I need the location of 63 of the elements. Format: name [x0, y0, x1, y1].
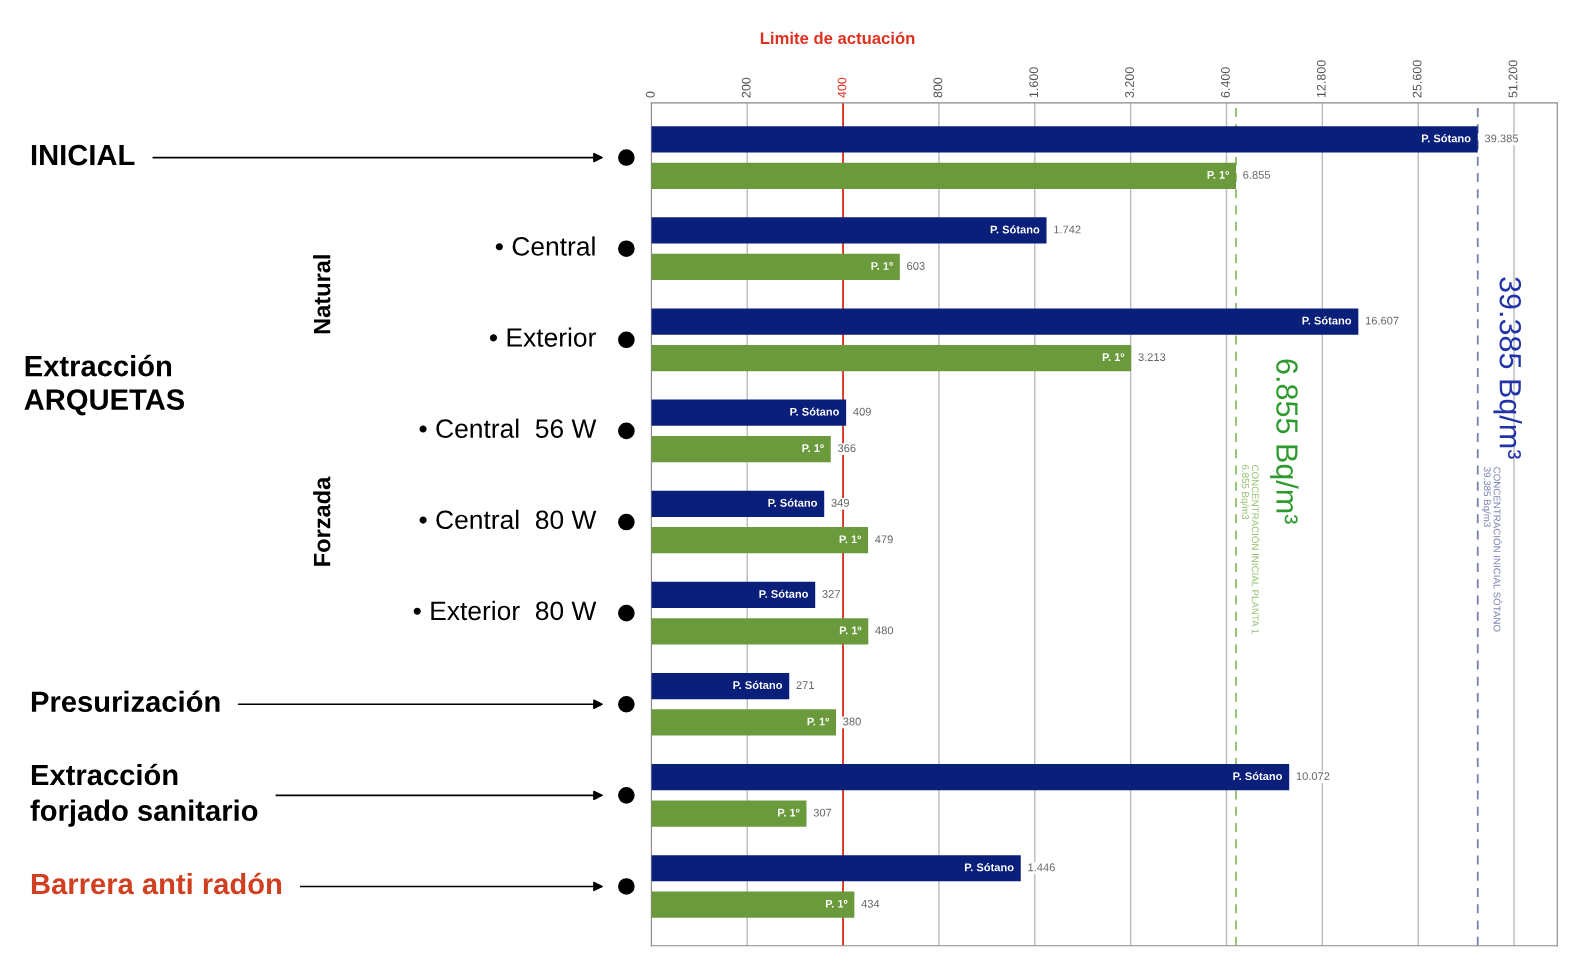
data-label: 39.385	[1484, 134, 1519, 143]
data-label: 479	[875, 535, 893, 544]
y-tick-label: • Exterior	[489, 327, 596, 347]
text: P. 1º	[839, 626, 862, 635]
text: P. Sótano	[759, 589, 809, 598]
x-tick-label: 1.600	[1029, 67, 1039, 98]
data-label: 307	[813, 808, 832, 817]
text: P. 1º	[839, 535, 862, 544]
annotation: 6.855 Bq/m³	[1270, 359, 1299, 524]
text: Forzada	[313, 476, 331, 566]
y-tick-label: Barrera anti radón	[31, 872, 282, 895]
x-tick-label: 0	[645, 91, 655, 98]
data-label: 1.742	[1054, 225, 1081, 234]
text: P. Sótano	[733, 680, 783, 690]
data-label: 327	[822, 590, 840, 598]
y-tick-label: Extracción forjado sanitario	[30, 763, 258, 827]
x-tick-label: 200	[741, 77, 751, 98]
ref-line-label: CONCENTRACIÓN INICIAL SÓTANO 39.385 Bq/m3	[1481, 467, 1503, 632]
text: P. Sótano	[964, 862, 1014, 872]
data-label: 434	[861, 899, 880, 908]
text: P. Sótano	[990, 225, 1040, 234]
x-tick-label: 51.200	[1508, 60, 1518, 98]
text: P. 1º	[807, 717, 830, 726]
text: Natural	[313, 255, 331, 334]
data-label: 16.607	[1365, 316, 1399, 325]
text: P. 1º	[802, 444, 824, 452]
text: P. 1º	[825, 899, 848, 908]
x-tick-label: 400	[837, 77, 847, 98]
x-tick-label: 12.800	[1316, 60, 1326, 98]
ref-line-label: Limite de actuación	[760, 31, 915, 45]
ref-line-label: CONCENTRACIÓN INICIAL PLANTA 1 6.855 Bq/m3	[1240, 465, 1261, 634]
text: P. Sótano	[790, 407, 839, 416]
text: P. Sótano	[1233, 771, 1283, 781]
text: P. 1º	[778, 808, 800, 817]
text: P. 1º	[1102, 353, 1125, 361]
data-label: 409	[853, 407, 871, 416]
data-label: 6.855	[1243, 170, 1271, 179]
y-tick-label: • Central 56 W	[419, 418, 597, 438]
y-tick-label: • Central	[495, 236, 595, 256]
data-label: 480	[875, 626, 894, 635]
text: P. Sótano	[1421, 134, 1471, 143]
x-tick-label: 3.200	[1125, 67, 1134, 98]
x-tick-label: 6.400	[1220, 67, 1230, 98]
annotation: 39.385 Bq/m³	[1493, 277, 1522, 459]
data-label: 380	[843, 717, 861, 726]
y-tick-label: • Central 80 W	[419, 509, 597, 530]
y-tick-label: Presurización	[31, 690, 220, 713]
data-label: 3.213	[1138, 353, 1166, 361]
data-label: 271	[796, 681, 814, 689]
data-label: 349	[831, 498, 849, 507]
series-label: P. 1º	[871, 262, 893, 270]
data-label: 10.072	[1296, 772, 1330, 781]
text: P. 1º	[1207, 170, 1230, 179]
y-tick-label: • Exterior 80 W	[413, 600, 597, 621]
text: Extracción ARQUETAS	[24, 354, 185, 416]
data-label: 1.446	[1028, 863, 1055, 872]
text: P. Sótano	[1302, 316, 1352, 325]
x-tick-label: 25.600	[1412, 60, 1422, 98]
series-label: P. Sótano	[768, 498, 818, 507]
x-tick-label: 800	[933, 77, 943, 98]
data-label: 366	[837, 444, 856, 453]
data-label: 603	[907, 262, 925, 270]
y-tick-label: INICIAL	[31, 144, 135, 166]
